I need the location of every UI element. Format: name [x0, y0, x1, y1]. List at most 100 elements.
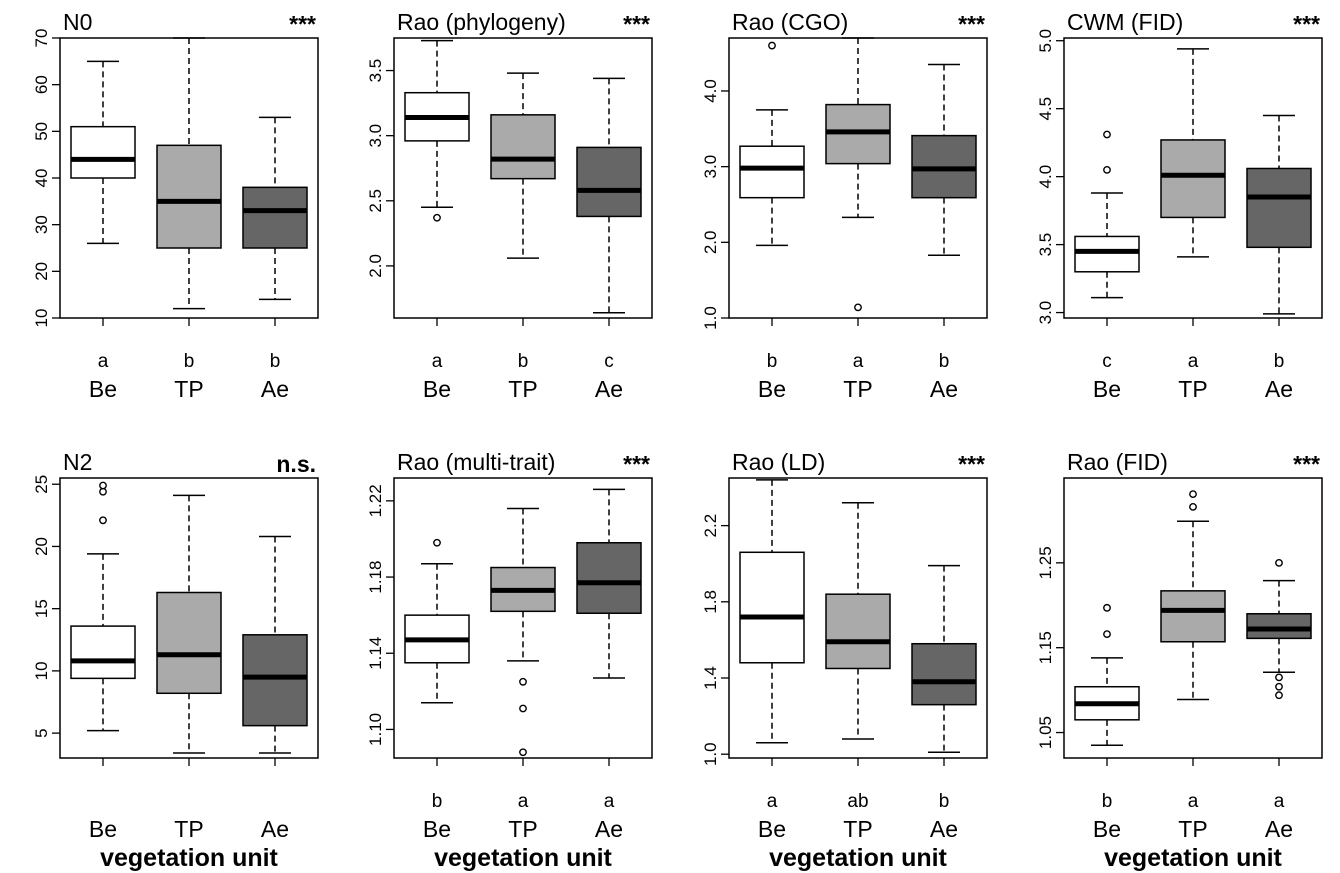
x-tick-label: Ae [261, 376, 289, 402]
panel-title: CWM (FID) [1067, 9, 1183, 35]
outlier-point [99, 516, 107, 525]
group-letter: ab [847, 791, 868, 812]
x-tick-label: TP [843, 376, 872, 402]
panel-3: Rao (CGO) *** 1.0 2.0 3.0 4.0 b Be a TP b Ae [701, 9, 988, 402]
group-letter: a [518, 791, 529, 812]
group-letter: b [518, 351, 529, 372]
outlier-point [519, 748, 527, 757]
significance-label: *** [1293, 451, 1320, 477]
significance-label: *** [958, 451, 985, 477]
panel-title: Rao (FID) [1067, 449, 1168, 475]
outlier-point [1103, 630, 1111, 639]
y-tick-label: 50 [32, 122, 51, 141]
group-letter: b [939, 791, 950, 812]
box-Be: c Be [1074, 130, 1140, 402]
iqr-box [1246, 613, 1312, 640]
iqr-box [1160, 590, 1226, 643]
box-Ae: b Ae [242, 116, 308, 402]
x-tick-label: TP [843, 816, 872, 842]
y-tick-label: 10 [32, 661, 51, 680]
y-tick-label: 1.0 [701, 306, 720, 330]
y-tick-label: 1.05 [1036, 716, 1055, 749]
x-tick-label: Be [758, 816, 786, 842]
x-tick-label: Be [1093, 816, 1121, 842]
group-letter: b [1102, 791, 1113, 812]
x-tick-label: TP [508, 816, 537, 842]
iqr-box [1074, 235, 1140, 273]
significance-label: *** [289, 11, 316, 37]
box-Be: a Be [739, 479, 805, 842]
x-tick-label: Ae [261, 816, 289, 842]
group-letter: a [1274, 791, 1285, 812]
y-tick-label: 3.0 [366, 124, 385, 148]
outlier-point [1275, 682, 1283, 691]
panel-4: CWM (FID) *** 3.0 3.5 4.0 4.5 5.0 c Be a TP b Ae [1036, 9, 1323, 402]
box-Ae: Ae [242, 535, 308, 842]
y-tick-label: 3.0 [1036, 301, 1055, 325]
outlier-point [519, 704, 527, 713]
y-tick-label: 15 [32, 599, 51, 618]
group-letter: a [1188, 791, 1199, 812]
outlier-point [433, 538, 441, 547]
iqr-box [156, 591, 222, 695]
x-tick-label: TP [1178, 816, 1207, 842]
x-tick-label: Ae [1265, 816, 1293, 842]
group-letter: b [1274, 351, 1285, 372]
y-tick-label: 5.0 [1036, 29, 1055, 53]
panel-7: Rao (LD) *** 1.0 1.4 1.8 2.2 a Be ab TP b Aevegetat… [701, 449, 988, 872]
iqr-box [1160, 139, 1226, 219]
box-Ae: b Ae [911, 564, 977, 842]
x-tick-label: Be [89, 376, 117, 402]
x-tick-label: Ae [930, 376, 958, 402]
iqr-box [739, 145, 805, 199]
panel-title: Rao (phylogeny) [397, 9, 566, 35]
iqr-box [911, 642, 977, 706]
y-tick-label: 3.5 [366, 59, 385, 83]
outlier-point [1103, 130, 1111, 139]
y-tick-label: 1.25 [1036, 546, 1055, 579]
box-TP: b TP [156, 37, 222, 402]
iqr-box [576, 146, 642, 218]
outlier-point [768, 41, 776, 50]
y-tick-label: 40 [32, 169, 51, 188]
y-tick-label: 4.0 [701, 79, 720, 103]
outlier-point [854, 303, 862, 312]
y-tick-label: 3.5 [1036, 233, 1055, 257]
y-tick-label: 5 [32, 728, 51, 737]
outlier-point [1275, 691, 1283, 700]
group-letter: a [853, 351, 864, 372]
x-axis-label: vegetation unit [434, 844, 612, 872]
group-letter: a [604, 791, 615, 812]
y-tick-label: 1.14 [366, 637, 385, 670]
group-letter: b [767, 351, 778, 372]
y-tick-label: 1.10 [366, 713, 385, 746]
x-axis-label: vegetation unit [100, 844, 278, 872]
x-tick-label: Be [423, 376, 451, 402]
significance-label: *** [958, 11, 985, 37]
outlier-point [1189, 502, 1197, 511]
y-tick-label: 2.0 [366, 254, 385, 278]
y-tick-label: 10 [32, 309, 51, 328]
iqr-box [490, 114, 556, 180]
x-tick-label: Be [423, 816, 451, 842]
y-tick-label: 20 [32, 537, 51, 556]
outlier-point [1189, 490, 1197, 499]
box-Ae: a Ae [576, 488, 642, 842]
x-tick-label: TP [1178, 376, 1207, 402]
outlier-point [1275, 673, 1283, 682]
x-tick-label: Ae [595, 816, 623, 842]
significance-label: *** [623, 451, 650, 477]
x-tick-label: Be [758, 376, 786, 402]
y-tick-label: 2.2 [701, 514, 720, 538]
iqr-box [825, 593, 891, 670]
box-TP: ab TP [825, 502, 891, 842]
box-Be: Be [70, 481, 136, 842]
outlier-point [1103, 165, 1111, 174]
y-tick-label: 1.22 [366, 484, 385, 517]
y-tick-label: 3.0 [701, 155, 720, 179]
box-TP: a TP [1160, 490, 1226, 842]
x-tick-label: Ae [595, 376, 623, 402]
box-Be: b Be [739, 41, 805, 402]
box-TP: b TP [490, 72, 556, 402]
